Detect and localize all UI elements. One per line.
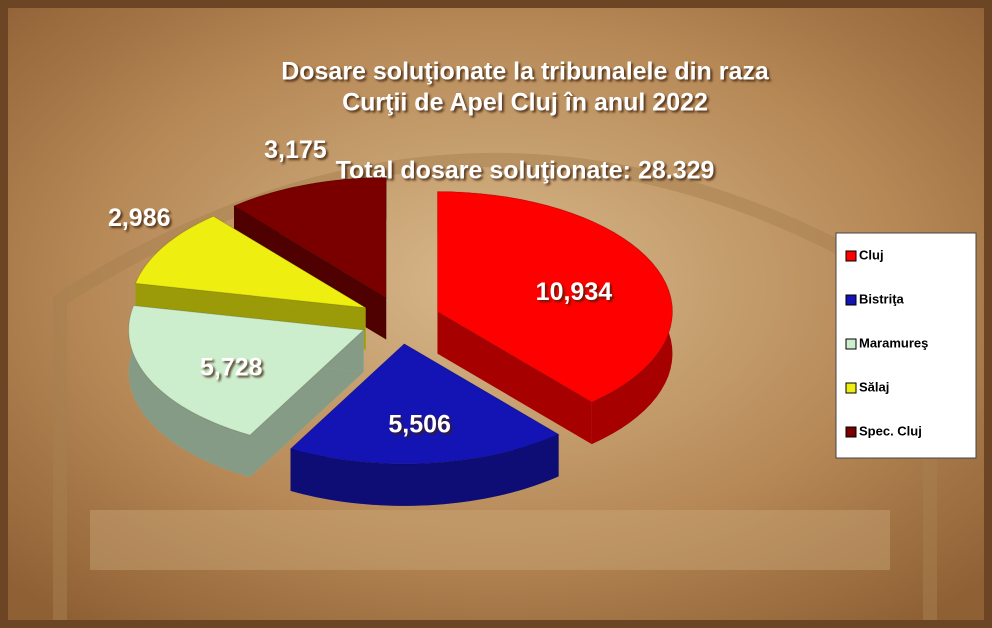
legend-label: Spec. Cluj — [859, 423, 922, 438]
chart-title: Curţii de Apel Cluj în anul 2022 — [342, 89, 708, 117]
slice-side — [437, 311, 592, 445]
data-label: 2,986 — [108, 204, 171, 232]
slice-side — [290, 434, 559, 506]
title-group: Dosare soluţionate la tribunalele din ra… — [281, 58, 770, 185]
chart-title: Dosare soluţionate la tribunalele din ra… — [281, 58, 770, 86]
data-label: 5,728 — [200, 354, 263, 382]
slice-side-shade — [128, 305, 251, 478]
decoration — [53, 153, 937, 620]
slice — [134, 215, 366, 309]
legend-label: Bistriţa — [859, 291, 905, 306]
legend-swatch — [845, 426, 857, 438]
data-label: 10,934 — [536, 278, 613, 306]
legend-label: Maramureş — [859, 335, 928, 350]
decoration — [90, 510, 890, 570]
pie — [128, 176, 673, 506]
slice-side-shade — [290, 434, 559, 506]
legend-label: Sălaj — [859, 379, 889, 394]
legend — [835, 232, 977, 459]
slice — [128, 305, 365, 436]
slice — [289, 343, 560, 465]
legend-swatch — [845, 382, 857, 394]
legend-items: Cluj Bistriţa Maramureş Sălaj Spec. Cluj — [845, 247, 928, 438]
legend-label: Cluj — [859, 247, 884, 262]
data-label: 3,175 — [264, 136, 327, 164]
legend-swatch — [845, 338, 857, 350]
chart-subtitle: Total dosare soluţionate: 28.329 — [336, 157, 715, 185]
slice-side — [128, 305, 251, 478]
legend-swatch — [845, 294, 857, 306]
slice — [436, 191, 673, 403]
slice — [232, 176, 387, 299]
slice-side-shade — [437, 311, 592, 445]
data-labels: 3,175 2,986 10,934 5,728 5,506 — [108, 136, 612, 439]
legend-swatch — [845, 250, 857, 262]
data-label: 5,506 — [388, 410, 451, 438]
